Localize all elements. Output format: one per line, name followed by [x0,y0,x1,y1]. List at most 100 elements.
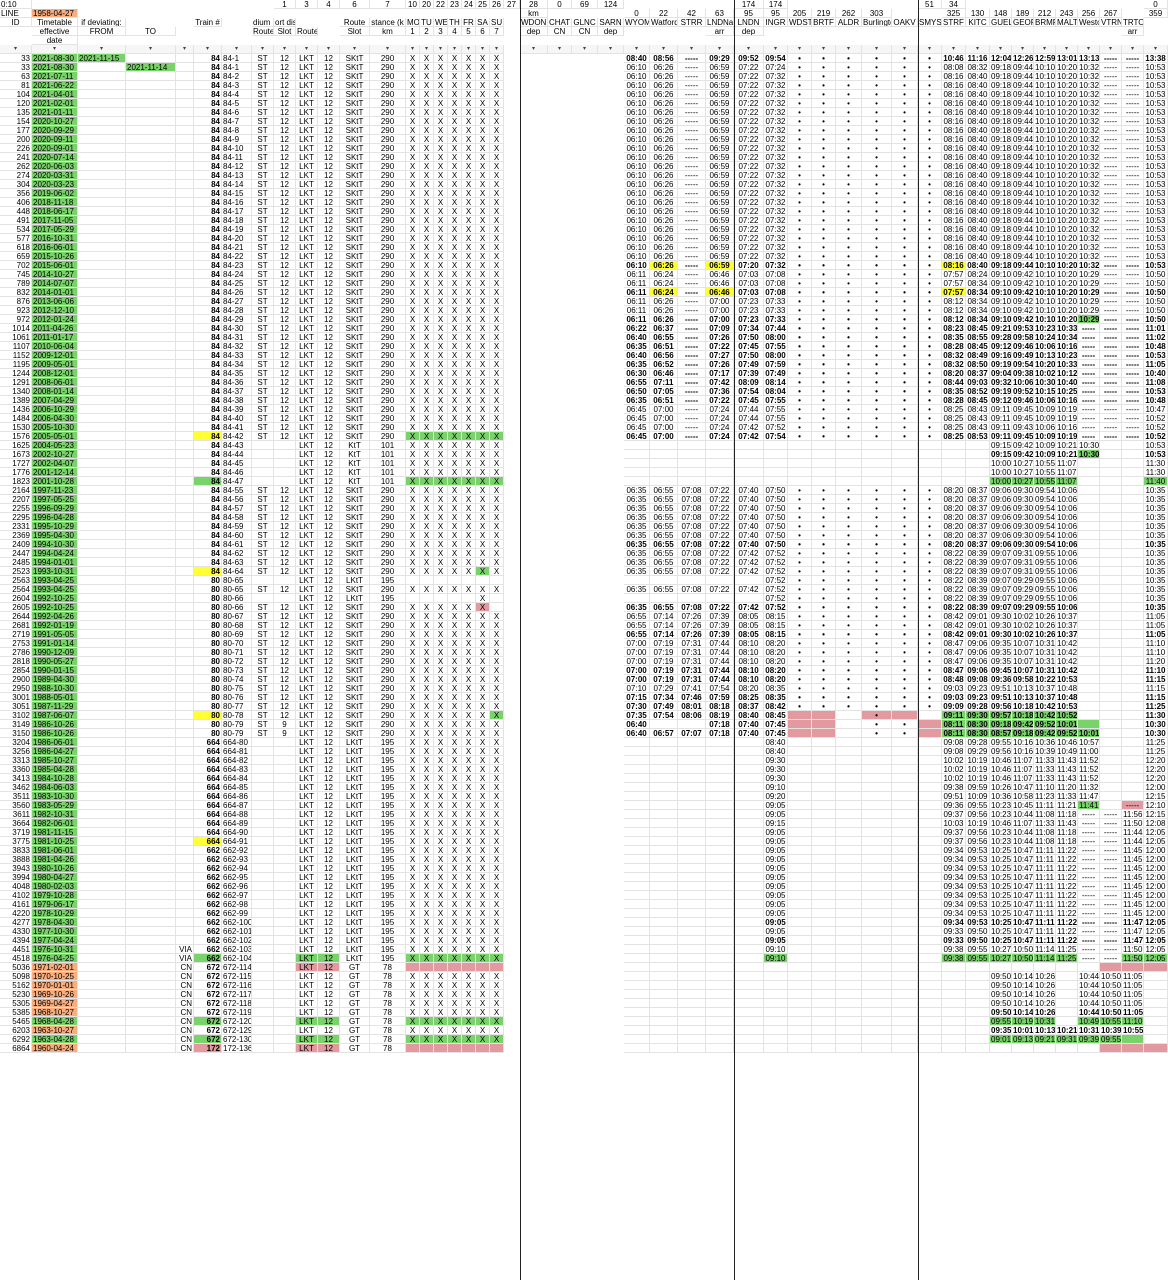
station-time[interactable]: 06:46 [650,369,678,378]
short-route[interactable]: LKT [296,63,318,72]
short-route[interactable]: LKT [296,783,318,792]
station-time[interactable] [624,594,650,603]
station-time[interactable]: • [836,432,862,441]
station-time[interactable] [650,945,678,954]
filter-dropdown[interactable]: ▾ [678,45,706,54]
station-time[interactable]: • [862,135,892,144]
short-slot[interactable]: 12 [318,171,340,180]
station-time[interactable] [706,738,734,747]
station-time[interactable]: 07:54 [650,711,678,720]
station-time[interactable]: 07:07 [678,729,706,738]
station-time[interactable]: 10:47 [1012,846,1034,855]
short-route[interactable]: LKT [296,396,318,405]
deviate-from[interactable] [78,234,126,243]
station-time[interactable]: • [918,396,942,405]
station-time[interactable]: ----- [1122,306,1144,315]
station-time[interactable]: 11:41 [1078,801,1100,810]
station-time[interactable]: 06:26 [650,225,678,234]
distance-km[interactable]: 290 [370,108,406,117]
day-flag[interactable]: X [434,666,448,675]
station-time[interactable]: 10:39 [1100,1026,1122,1035]
day-flag[interactable]: X [490,909,504,918]
station-time[interactable]: • [788,702,812,711]
station-time[interactable]: • [918,126,942,135]
day-flag[interactable]: X [462,540,476,549]
deviate-from[interactable] [78,432,126,441]
filter-dropdown[interactable]: ▾ [942,45,966,54]
day-flag[interactable]: X [434,306,448,315]
medium-slot[interactable] [274,1035,296,1044]
medium-slot[interactable] [274,765,296,774]
station-time[interactable]: 10:22 [1034,675,1056,684]
deviate-from[interactable] [78,468,126,477]
filter-dropdown[interactable]: ▾ [340,45,370,54]
medium-route[interactable] [252,468,274,477]
train-slot[interactable]: 84-31 [222,333,252,342]
station-time[interactable] [836,846,862,855]
station-time[interactable] [892,450,918,459]
station-time[interactable]: ----- [1100,207,1122,216]
day-flag[interactable]: X [406,81,420,90]
day-flag[interactable]: X [434,162,448,171]
station-time[interactable]: 07:22 [706,495,734,504]
short-slot[interactable]: 12 [318,72,340,81]
distance-km[interactable]: 290 [370,324,406,333]
train-slot[interactable]: 84-29 [222,315,252,324]
station-time[interactable]: 10:09 [1034,450,1056,459]
station-time[interactable] [678,990,706,999]
station-time[interactable]: • [788,576,812,585]
day-flag[interactable]: X [406,486,420,495]
station-time[interactable]: 08:40 [966,153,990,162]
station-time[interactable]: 10:42 [1034,702,1056,711]
deviate-to[interactable] [126,126,176,135]
station-time[interactable]: 08:40 [764,738,788,747]
deviate-to[interactable] [126,648,176,657]
station-time[interactable] [706,441,734,450]
deviate-to[interactable] [126,711,176,720]
station-time[interactable]: 06:26 [650,306,678,315]
deviate-from[interactable] [78,252,126,261]
station-time[interactable] [1078,657,1100,666]
station-time[interactable]: 07:22 [734,90,764,99]
station-time[interactable] [624,999,650,1008]
deviate-to[interactable] [126,450,176,459]
header-cell[interactable]: GUEL [990,18,1012,27]
station-time[interactable] [862,774,892,783]
station-time[interactable]: 09:44 [1012,252,1034,261]
station-time[interactable]: 11:10 [1034,783,1056,792]
station-time[interactable] [918,468,942,477]
station-time[interactable]: • [812,207,836,216]
station-time[interactable]: 06:59 [706,207,734,216]
effective-date[interactable]: 2021-08-30 [32,54,78,63]
day-flag[interactable]: X [448,342,462,351]
station-time[interactable]: • [836,684,862,693]
station-time[interactable]: 10:53 [1144,198,1168,207]
day-flag[interactable]: X [490,621,504,630]
station-time[interactable]: 06:59 [706,99,734,108]
day-flag[interactable]: X [420,918,434,927]
deviate-from[interactable] [78,801,126,810]
station-time[interactable]: • [862,225,892,234]
day-flag[interactable]: X [434,810,448,819]
distance-km[interactable]: 195 [370,810,406,819]
short-route[interactable]: LKT [296,891,318,900]
route[interactable]: LKtT [340,891,370,900]
effective-date[interactable]: 2017-05-29 [32,225,78,234]
day-flag[interactable]: X [448,315,462,324]
operator[interactable] [176,585,194,594]
route[interactable]: SKtT [340,720,370,729]
station-time[interactable]: ----- [1100,846,1122,855]
station-time[interactable]: 07:32 [764,198,788,207]
station-time[interactable]: 07:22 [734,135,764,144]
station-time[interactable]: 09:37 [942,837,966,846]
station-time[interactable]: • [836,702,862,711]
medium-slot[interactable] [274,873,296,882]
filter-dropdown[interactable]: ▾ [918,45,942,54]
row-id[interactable]: 4161 [0,900,32,909]
station-time[interactable]: 11:52 [1078,765,1100,774]
station-time[interactable] [624,990,650,999]
deviate-from[interactable] [78,450,126,459]
train-number[interactable]: 84 [194,306,222,315]
station-time[interactable]: 07:31 [678,648,706,657]
station-time[interactable]: 08:39 [966,567,990,576]
